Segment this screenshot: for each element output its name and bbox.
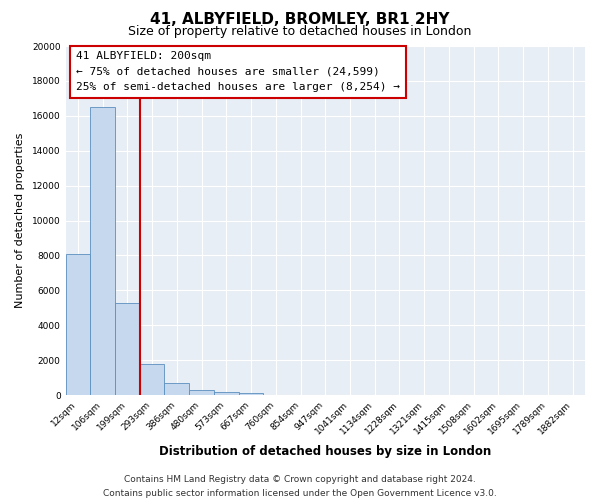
Bar [164,383,189,395]
Y-axis label: Number of detached properties: Number of detached properties [15,133,25,308]
Text: 41 ALBYFIELD: 200sqm
← 75% of detached houses are smaller (24,599)
25% of semi-d: 41 ALBYFIELD: 200sqm ← 75% of detached h… [76,51,400,92]
Bar [189,390,214,395]
Bar [65,254,90,395]
Bar [239,392,263,395]
Text: 41, ALBYFIELD, BROMLEY, BR1 2HY: 41, ALBYFIELD, BROMLEY, BR1 2HY [150,12,450,28]
Bar [214,392,239,395]
X-axis label: Distribution of detached houses by size in London: Distribution of detached houses by size … [159,444,491,458]
Bar [140,364,164,395]
Bar [90,107,115,395]
Text: Size of property relative to detached houses in London: Size of property relative to detached ho… [128,25,472,38]
Text: Contains HM Land Registry data © Crown copyright and database right 2024.
Contai: Contains HM Land Registry data © Crown c… [103,476,497,498]
Bar [115,302,140,395]
